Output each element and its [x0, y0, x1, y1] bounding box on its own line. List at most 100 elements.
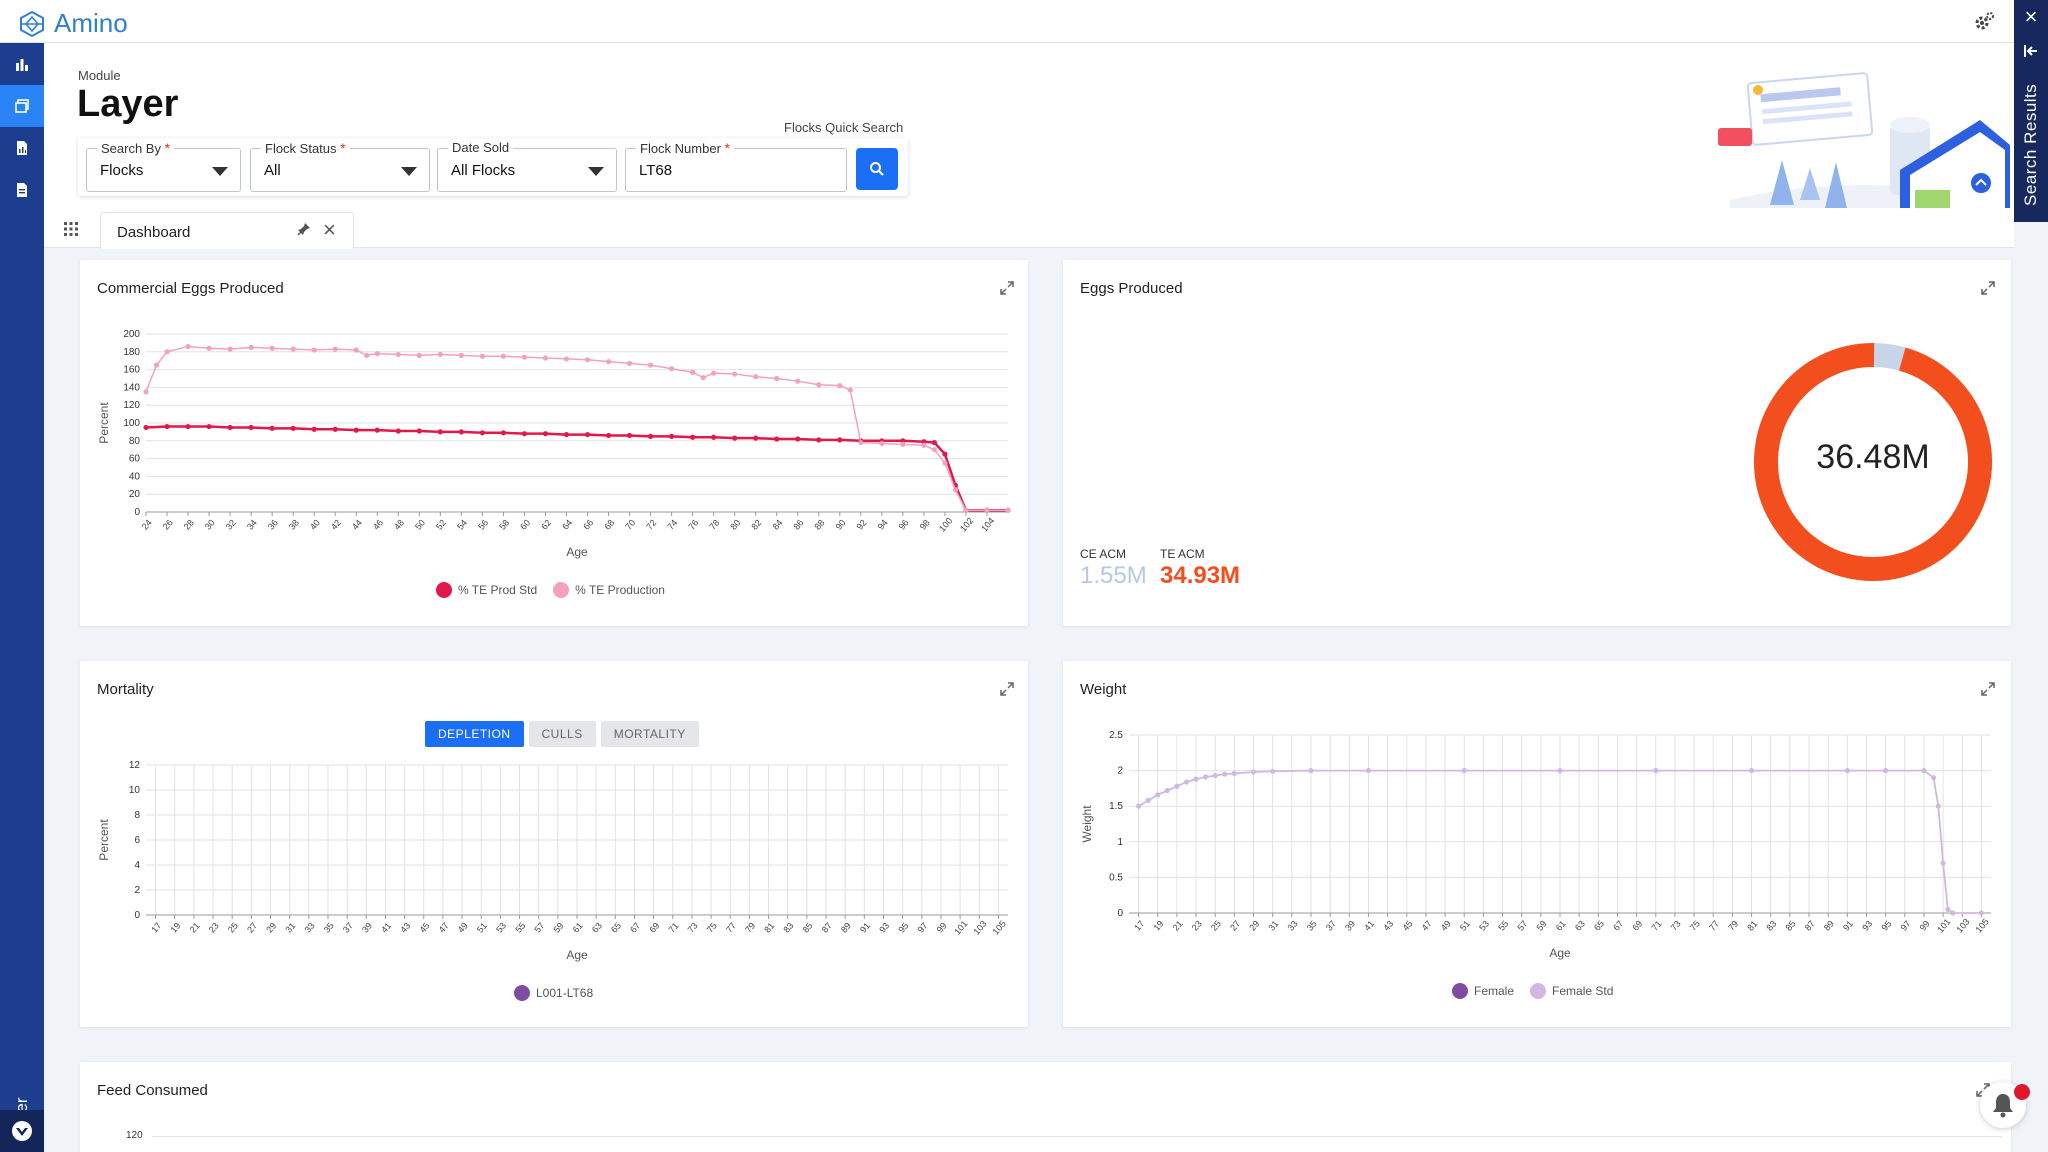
data-point	[143, 424, 149, 431]
legend-item[interactable]: Female	[1452, 983, 1514, 999]
data-point	[837, 383, 843, 389]
data-point	[479, 430, 485, 436]
y-tick-label: 6	[134, 835, 140, 846]
y-tick-label: 60	[129, 454, 141, 465]
data-point	[626, 360, 633, 366]
x-tick-label: 39	[1343, 919, 1357, 933]
data-point	[931, 447, 938, 453]
x-tick-label: 74	[665, 518, 679, 532]
legend-item[interactable]: L001-LT68	[514, 985, 593, 1001]
legend-swatch	[1452, 983, 1468, 999]
amino-logo[interactable]: Amino	[18, 8, 128, 39]
te-acm-value: 34.93M	[1160, 562, 1241, 589]
x-tick-label: 86	[791, 518, 805, 532]
legend-label: % TE Production	[575, 583, 665, 597]
mortality-toggle-group: DEPLETION CULLS MORTALITY	[425, 721, 699, 747]
flock-status-select[interactable]: Flock Status * All	[250, 140, 430, 192]
data-point	[1883, 768, 1889, 774]
x-tick-label: 45	[417, 921, 431, 935]
expand-icon[interactable]	[1980, 280, 1996, 301]
data-point	[1174, 783, 1180, 789]
date-sold-select[interactable]: Date Sold All Flocks	[437, 140, 617, 192]
close-icon[interactable]: ×	[2024, 4, 2038, 29]
commercial-eggs-chart: 0 20 40 60 80 100 120 140 160 180 200 24 26 28 30 32 34 3…	[97, 329, 1011, 559]
eggs-produced-donut	[1754, 343, 1992, 581]
app-switcher-icon	[12, 1121, 32, 1141]
data-point	[164, 423, 170, 430]
mortality-chart: 0 2 4 6 8 10 12 17 19 21 23 25 27 29 31 33 35 37 39 41 43 45 4…	[97, 760, 1008, 962]
sidebar-app-switcher[interactable]	[0, 1110, 44, 1152]
data-point	[1203, 774, 1209, 780]
x-tick-label: 67	[628, 921, 642, 935]
data-point	[206, 423, 212, 430]
weight-chart: 0 0.5 1 1.5 2 2.5 17 19 21 23 25 27 29 31 33 35 37 39 41 43…	[1080, 730, 1991, 960]
x-tick-label: 105	[991, 919, 1008, 937]
data-point	[248, 424, 254, 431]
x-tick-label: 68	[602, 518, 616, 532]
data-point	[1193, 776, 1199, 782]
x-tick-label: 27	[245, 921, 259, 935]
x-tick-label: 41	[379, 921, 393, 935]
expand-icon[interactable]	[1975, 1082, 1991, 1103]
search-by-select[interactable]: Search By * Flocks	[86, 140, 241, 192]
x-tick-label: 57	[1515, 919, 1529, 933]
expand-icon[interactable]	[999, 681, 1015, 702]
x-tick-label: 92	[855, 518, 869, 532]
flock-number-input[interactable]: Flock Number * LT68	[625, 140, 847, 192]
x-tick-label: 76	[686, 518, 700, 532]
legend-item[interactable]: % TE Prod Std	[436, 582, 537, 598]
te-acm-label: TE ACM	[1160, 547, 1205, 561]
x-tick-label: 72	[644, 518, 658, 532]
x-tick-label: 89	[839, 921, 853, 935]
search-by-value: Flocks	[100, 162, 144, 179]
y-tick-label: 2.5	[1109, 730, 1123, 741]
data-point	[931, 439, 938, 446]
eggs-produced-card: Eggs Produced CE ACM 1.55M TE ACM 34.93M	[1063, 260, 2011, 626]
expand-icon[interactable]	[999, 280, 1015, 301]
data-point	[1308, 768, 1314, 774]
x-tick-label: 25	[1209, 919, 1223, 933]
legend-label: L001-LT68	[536, 986, 594, 1000]
report-icon	[17, 141, 27, 155]
x-tick-label: 75	[1688, 919, 1702, 933]
close-tab-icon[interactable]: ×	[323, 217, 336, 242]
tab-dashboard[interactable]: Dashboard ×	[100, 212, 354, 249]
apps-grid-icon[interactable]	[64, 222, 78, 241]
x-tick-label: 81	[1745, 919, 1759, 933]
search-results-label[interactable]: Search Results	[2021, 83, 2040, 207]
x-tick-label: 87	[820, 921, 834, 935]
expand-icon[interactable]	[1980, 681, 1996, 702]
data-point	[900, 438, 906, 444]
legend-item[interactable]: % TE Production	[553, 582, 665, 598]
legend-item[interactable]: Female Std	[1530, 983, 1613, 999]
x-tick-label: 49	[456, 921, 470, 935]
sidebar-item-documents[interactable]	[0, 169, 44, 211]
toggle-depletion[interactable]: DEPLETION	[425, 721, 524, 747]
sidebar-item-layer[interactable]	[0, 85, 44, 127]
sidebar-item-analytics[interactable]	[0, 43, 44, 85]
data-point	[690, 369, 696, 375]
x-tick-label: 40	[308, 518, 322, 532]
toggle-culls[interactable]: CULLS	[528, 721, 596, 747]
x-tick-label: 80	[728, 518, 742, 532]
search-icon	[870, 162, 884, 176]
settings-gear-icon[interactable]	[1972, 10, 1996, 39]
data-point	[1950, 910, 1956, 916]
x-tick-label: 39	[360, 921, 374, 935]
data-point	[185, 343, 191, 350]
x-tick-label: 95	[896, 921, 910, 935]
sidebar-item-reports[interactable]	[0, 127, 44, 169]
search-results-panel: × Search Results	[2014, 0, 2048, 222]
data-point	[921, 439, 927, 445]
data-point	[647, 362, 654, 368]
data-point	[1164, 787, 1170, 794]
quick-search-panel: Search By * Flocks Flock Status * All Da…	[78, 138, 908, 196]
x-tick-label: 102	[958, 516, 975, 534]
collapse-panel-icon[interactable]	[2014, 36, 2048, 66]
pin-icon[interactable]	[297, 222, 311, 241]
x-tick-label: 53	[1477, 919, 1491, 933]
data-point	[332, 426, 338, 432]
toggle-mortality[interactable]: MORTALITY	[600, 721, 699, 747]
search-button[interactable]	[856, 148, 898, 190]
x-tick-label: 84	[770, 518, 784, 532]
